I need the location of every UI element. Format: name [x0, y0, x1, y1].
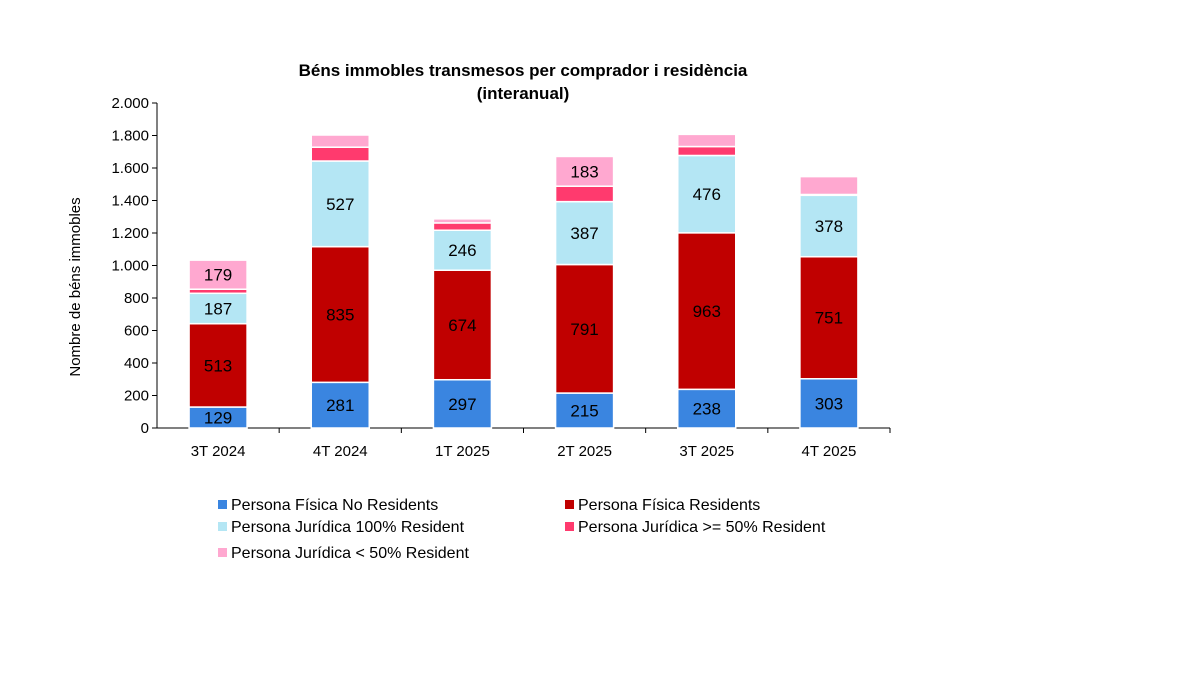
legend-swatch [565, 522, 574, 531]
legend-label: Persona Física No Residents [231, 497, 438, 514]
legend-swatch [565, 500, 574, 509]
y-tick-label: 1.000 [111, 258, 149, 275]
bar-segment [310, 381, 370, 429]
bar-segment [677, 133, 737, 148]
bar-segment [554, 200, 615, 266]
legend-label: Persona Jurídica < 50% Resident [231, 545, 469, 562]
bar-segment [799, 194, 859, 258]
x-tick-label: 3T 2025 [679, 443, 734, 460]
y-tick-label: 400 [124, 355, 149, 372]
bar-segment [432, 218, 493, 224]
bar-segment [677, 154, 737, 234]
legend-swatch [218, 522, 227, 531]
data-label: 387 [570, 224, 598, 243]
bar-segment [432, 222, 493, 231]
bar-segment [677, 232, 737, 391]
y-tick-label: 2.000 [111, 95, 149, 112]
y-tick-label: 1.200 [111, 225, 149, 242]
legend-swatch [218, 548, 227, 557]
bar-segment [432, 269, 493, 381]
data-label: 513 [204, 356, 232, 375]
data-label: 378 [815, 217, 843, 236]
bar-segment [554, 263, 615, 394]
bar-segment [188, 259, 248, 290]
data-label: 835 [326, 305, 354, 324]
bar-segment [310, 134, 370, 148]
chart-subtitle: (interanual) [477, 84, 570, 103]
x-tick-label: 4T 2024 [313, 443, 368, 460]
y-tick-label: 1.600 [111, 160, 149, 177]
bar-segment [310, 146, 370, 162]
data-label: 183 [570, 162, 598, 181]
data-label: 281 [326, 396, 354, 415]
data-label: 963 [693, 302, 721, 321]
bar-segment [799, 255, 859, 380]
data-label: 238 [693, 400, 721, 419]
data-label: 179 [204, 266, 232, 285]
bar-segment [677, 388, 737, 429]
y-tick-label: 0 [141, 420, 149, 437]
data-label: 187 [204, 299, 232, 318]
bar-segment [677, 145, 737, 157]
data-label: 215 [570, 402, 598, 421]
data-label: 527 [326, 195, 354, 214]
y-tick-label: 200 [124, 388, 149, 405]
data-label: 303 [815, 394, 843, 413]
bar-segment [432, 229, 493, 271]
bar-segment [188, 322, 248, 408]
x-tick-label: 2T 2025 [557, 443, 612, 460]
bar-segment [554, 392, 615, 429]
y-axis-label: Nombre de béns immobles [67, 197, 84, 376]
data-label: 476 [693, 185, 721, 204]
bar-segment [799, 175, 859, 196]
bar-segment [554, 155, 615, 187]
y-tick-label: 1.800 [111, 128, 149, 145]
y-tick-label: 800 [124, 290, 149, 307]
data-label: 751 [815, 309, 843, 328]
legend-label: Persona Jurídica 100% Resident [231, 519, 465, 536]
bar-segment [554, 185, 615, 203]
data-label: 297 [448, 395, 476, 414]
legend-swatch [218, 500, 227, 509]
data-label: 129 [204, 409, 232, 428]
data-label: 246 [448, 241, 476, 260]
legend-label: Persona Física Residents [578, 497, 760, 514]
x-tick-label: 4T 2025 [802, 443, 857, 460]
x-tick-label: 3T 2024 [191, 443, 246, 460]
y-tick-label: 600 [124, 323, 149, 340]
bar-segment [310, 160, 370, 248]
x-tick-label: 1T 2025 [435, 443, 490, 460]
legend-label: Persona Jurídica >= 50% Resident [578, 519, 826, 536]
data-label: 674 [448, 316, 476, 335]
data-label: 791 [570, 320, 598, 339]
bar-segment [799, 378, 859, 429]
chart-title: Béns immobles transmesos per comprador i… [299, 61, 748, 80]
y-tick-label: 1.400 [111, 193, 149, 210]
